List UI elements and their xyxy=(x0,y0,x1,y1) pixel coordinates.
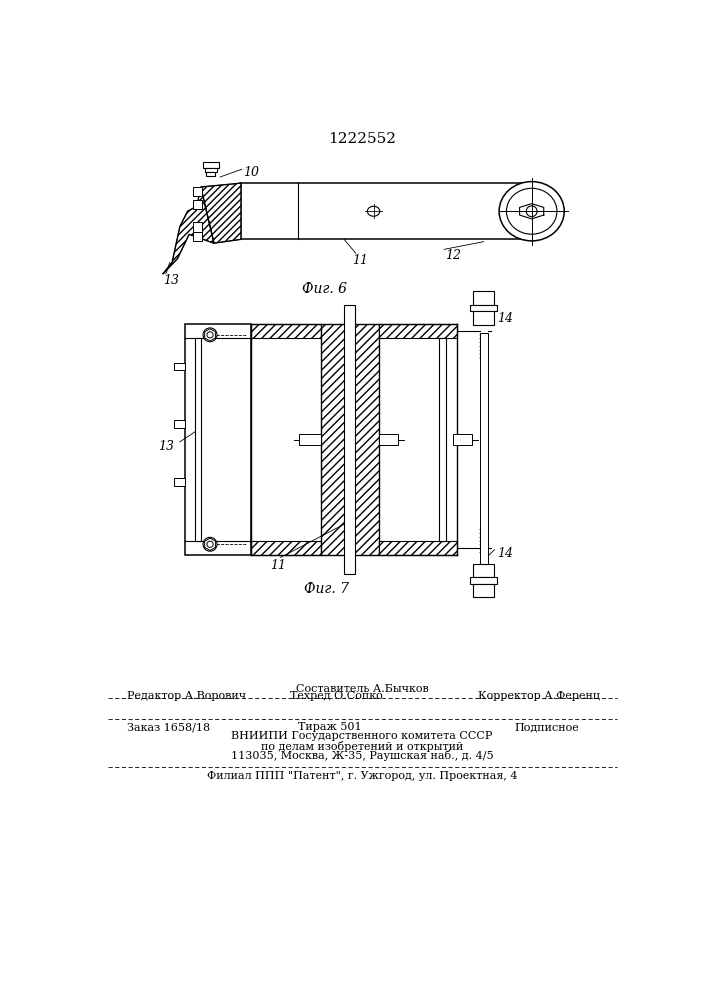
Text: 1222552: 1222552 xyxy=(328,132,396,146)
Polygon shape xyxy=(163,187,214,274)
Bar xyxy=(344,305,355,574)
Text: 14: 14 xyxy=(497,547,513,560)
Ellipse shape xyxy=(368,206,380,216)
Bar xyxy=(251,541,321,555)
Text: Фиг. 6: Фиг. 6 xyxy=(303,282,347,296)
Text: Составитель А.Бычков: Составитель А.Бычков xyxy=(296,684,428,694)
Bar xyxy=(204,168,217,172)
Text: 10: 10 xyxy=(243,166,259,179)
Text: Филиал ППП "Патент", г. Ужгород, ул. Проектная, 4: Филиал ППП "Патент", г. Ужгород, ул. Про… xyxy=(206,771,518,781)
Bar xyxy=(379,541,457,555)
Text: Корректор А.Ференц: Корректор А.Ференц xyxy=(478,691,600,701)
Bar xyxy=(175,420,185,428)
Bar xyxy=(379,324,457,338)
Circle shape xyxy=(207,541,213,547)
Bar xyxy=(203,162,218,168)
Text: 11: 11 xyxy=(352,254,368,267)
Text: 11: 11 xyxy=(271,559,286,572)
Bar xyxy=(470,577,497,584)
Bar xyxy=(379,434,398,445)
Bar xyxy=(175,478,185,486)
Circle shape xyxy=(203,537,217,551)
Circle shape xyxy=(203,328,217,342)
Polygon shape xyxy=(201,183,241,243)
Text: ВНИИПИ Государственного комитета СССР: ВНИИПИ Государственного комитета СССР xyxy=(231,731,493,741)
Bar xyxy=(206,172,216,176)
Bar xyxy=(473,291,494,305)
Bar xyxy=(193,222,202,232)
Text: 14: 14 xyxy=(497,312,513,326)
Text: 13: 13 xyxy=(158,440,174,453)
Bar xyxy=(473,564,494,577)
Circle shape xyxy=(526,206,537,217)
Bar xyxy=(452,434,472,445)
Ellipse shape xyxy=(499,182,564,241)
Bar xyxy=(193,187,202,196)
Text: Техред О.Сопко: Техред О.Сопко xyxy=(290,691,382,701)
Bar xyxy=(194,338,201,541)
Bar xyxy=(299,434,321,445)
Text: 12: 12 xyxy=(445,249,461,262)
Bar xyxy=(321,324,379,555)
Ellipse shape xyxy=(506,188,557,234)
Bar xyxy=(473,311,494,325)
Text: по делам изобретений и открытий: по делам изобретений и открытий xyxy=(261,741,463,752)
Text: Подписное: Подписное xyxy=(515,722,579,732)
Text: Редактор А.Ворович: Редактор А.Ворович xyxy=(127,691,246,701)
Bar xyxy=(473,584,494,597)
Text: 113035, Москва, Ж-35, Раушская наб., д. 4/5: 113035, Москва, Ж-35, Раушская наб., д. … xyxy=(230,750,493,761)
Bar xyxy=(193,200,202,209)
Bar xyxy=(470,305,497,311)
Bar xyxy=(440,338,445,541)
Bar xyxy=(480,333,488,570)
Bar xyxy=(175,363,185,370)
Bar xyxy=(240,183,532,239)
Circle shape xyxy=(207,332,213,338)
Text: Фиг. 7: Фиг. 7 xyxy=(304,582,349,596)
Bar xyxy=(185,324,251,555)
Bar xyxy=(251,324,321,338)
Text: 13: 13 xyxy=(163,274,179,287)
Text: Тираж 501: Тираж 501 xyxy=(298,722,361,732)
Text: Заказ 1658/18: Заказ 1658/18 xyxy=(127,722,210,732)
Bar xyxy=(193,232,202,241)
